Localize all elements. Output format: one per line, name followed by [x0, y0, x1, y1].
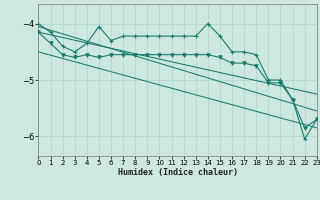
X-axis label: Humidex (Indice chaleur): Humidex (Indice chaleur) [118, 168, 238, 177]
